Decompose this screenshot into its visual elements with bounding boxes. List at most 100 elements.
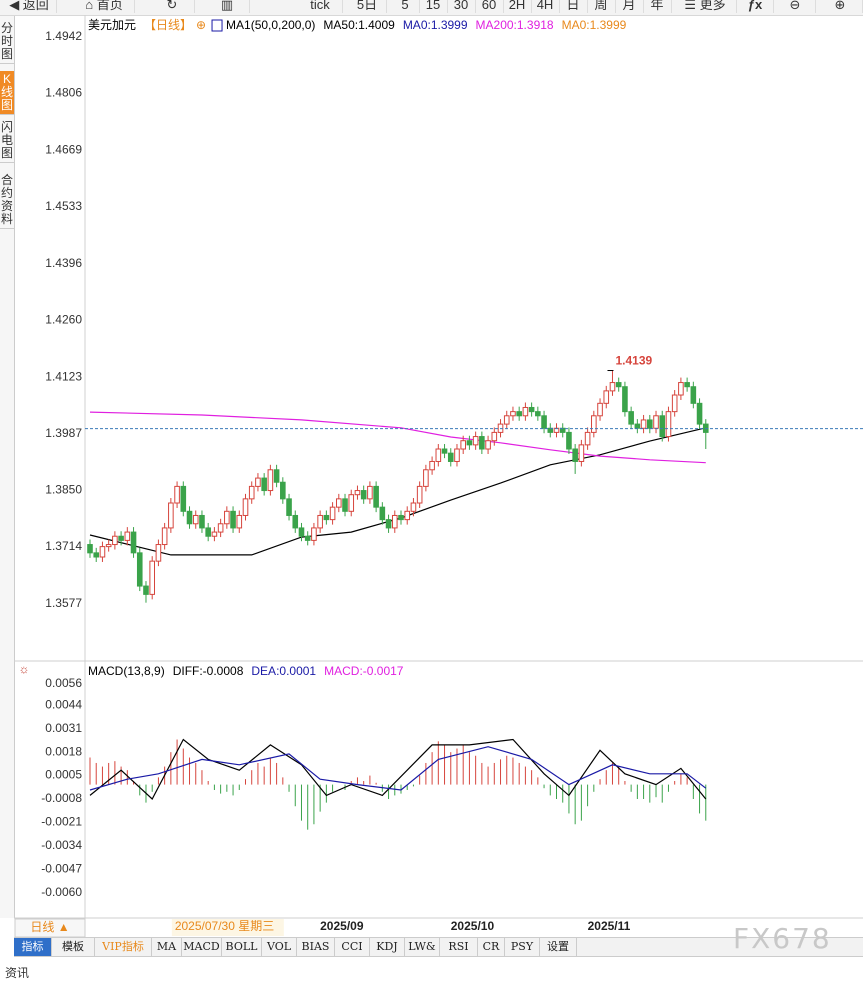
candle-body (615, 382, 622, 388)
chart-button[interactable]: ▥ (205, 0, 250, 13)
y-tick-label: 1.4123 (45, 369, 82, 383)
candle-body (659, 415, 666, 438)
candle-body (684, 382, 690, 388)
indicator-tab[interactable]: VIP指标 (95, 938, 152, 956)
candle-body (354, 490, 361, 496)
candle-body (503, 415, 510, 425)
candle-body (647, 419, 653, 429)
candle-body (671, 394, 678, 413)
candle-body (391, 514, 398, 529)
candle-body (298, 527, 305, 537)
indicator-line (89, 427, 706, 556)
period-button[interactable]: 5日 (348, 0, 387, 13)
period-button[interactable]: 日 (559, 0, 588, 13)
candle-body (435, 448, 442, 462)
indicator-tab[interactable]: 指标 (14, 938, 52, 956)
legend-text: DIFF:-0.0008 (173, 664, 244, 678)
indicator-tab[interactable]: 设置 (540, 938, 577, 956)
period-button[interactable]: 2H (503, 0, 532, 13)
back-button[interactable]: ◀ 返回 (2, 0, 57, 13)
candle-body (491, 431, 498, 442)
indicator-tab[interactable]: CR (478, 938, 505, 956)
x-tick-label: 2025/07/30 星期三 (175, 919, 274, 933)
candle-body (230, 510, 236, 529)
y-tick-label: 0.0005 (45, 768, 82, 782)
candle-body (180, 485, 187, 512)
candle-body (441, 448, 448, 454)
indicator-tab[interactable]: LW& (405, 938, 440, 956)
candle-body (379, 506, 386, 521)
watermark: FX678 (733, 922, 832, 955)
period-button[interactable]: 年 (643, 0, 672, 13)
formula-button[interactable]: ƒx (737, 0, 774, 13)
legend-text: MA50:1.4009 (323, 18, 395, 32)
y-tick-label: 1.4942 (45, 29, 82, 43)
period-button[interactable]: 周 (587, 0, 616, 13)
period-button[interactable]: 月 (615, 0, 644, 13)
candle-body (186, 510, 193, 525)
indicator-line (89, 411, 706, 464)
sidebar-tab[interactable]: 分时图 (0, 20, 14, 64)
chart: 日线 ▲ ☼ 美元加元 【日线】 ⊕ MA1(50,0,200,0) MA50:1.40… (14, 15, 863, 937)
candle-body (93, 552, 100, 558)
tick-button[interactable]: tick (298, 0, 343, 13)
candle-body (317, 514, 323, 529)
indicator-tab[interactable]: PSY (505, 938, 540, 956)
candle-body (360, 490, 367, 500)
cursor-date-bg (171, 919, 284, 936)
indicator-icon (211, 19, 223, 32)
sidebar-tab[interactable]: 闪电图 (0, 119, 14, 163)
y-tick-label: 0.0031 (45, 721, 82, 735)
indicator-tab[interactable]: 模板 (52, 938, 95, 956)
period-button[interactable]: 5 (391, 0, 420, 13)
candle-body (99, 546, 106, 558)
period-button[interactable]: 4H (531, 0, 560, 13)
candle-body (584, 431, 591, 446)
zoom-out-button[interactable]: ⊖ (775, 0, 816, 13)
indicator-tab[interactable]: MACD (182, 938, 222, 956)
indicator-tab[interactable]: VOL (262, 938, 297, 956)
indicator-tab[interactable]: CCI (335, 938, 370, 956)
candle-body (479, 436, 485, 450)
candle-body (472, 436, 479, 446)
period-button[interactable]: 30 (447, 0, 476, 13)
period-button[interactable]: 60 (475, 0, 504, 13)
macd-panel: MACD(13,8,9) DIFF:-0.0008 DEA:0.0001 MACD:-… (41, 664, 707, 899)
home-button[interactable]: ⌂ 首页 (74, 0, 135, 13)
candle-body (541, 415, 547, 429)
candle-body (329, 506, 336, 521)
candle-body (404, 510, 411, 521)
candle-body (398, 514, 404, 521)
candle-body (535, 411, 541, 417)
footer-tab[interactable]: 资讯 (5, 966, 30, 980)
candle-body (261, 477, 267, 492)
candle-body (292, 514, 299, 529)
candle-body (628, 411, 634, 425)
legend-text: MACD(13,8,9) (88, 664, 165, 678)
y-tick-label: -0.0034 (41, 838, 82, 852)
candle-body (348, 494, 355, 512)
y-tick-label: 1.3577 (45, 596, 82, 610)
x-tick-label: 2025/09 (320, 919, 364, 933)
add-icon[interactable]: ⊕ (196, 18, 206, 32)
period-label[interactable]: 日线 ▲ (30, 920, 69, 934)
candle-body (665, 411, 672, 438)
indicator-tab[interactable]: RSI (440, 938, 478, 956)
settings-icon[interactable]: ☼ (19, 662, 30, 676)
candle-body (248, 485, 255, 500)
indicator-tab[interactable]: BIAS (297, 938, 335, 956)
candle-body (304, 535, 311, 541)
sidebar-tab[interactable]: K线图 (0, 71, 14, 115)
indicator-tab[interactable]: KDJ (370, 938, 405, 956)
more-button[interactable]: ☰ 更多 (674, 0, 737, 13)
legend-text: 【日线】 (144, 18, 192, 32)
period-button[interactable]: 15 (419, 0, 448, 13)
y-tick-label: -0.0060 (41, 885, 82, 899)
refresh-button[interactable]: ↻ (150, 0, 195, 13)
candle-body (155, 544, 162, 562)
indicator-tab[interactable]: MA (152, 938, 182, 956)
sidebar-tab[interactable]: 合约资料 (0, 172, 14, 229)
legend-text: MA1(50,0,200,0) (226, 18, 315, 32)
indicator-tab[interactable]: BOLL (222, 938, 262, 956)
